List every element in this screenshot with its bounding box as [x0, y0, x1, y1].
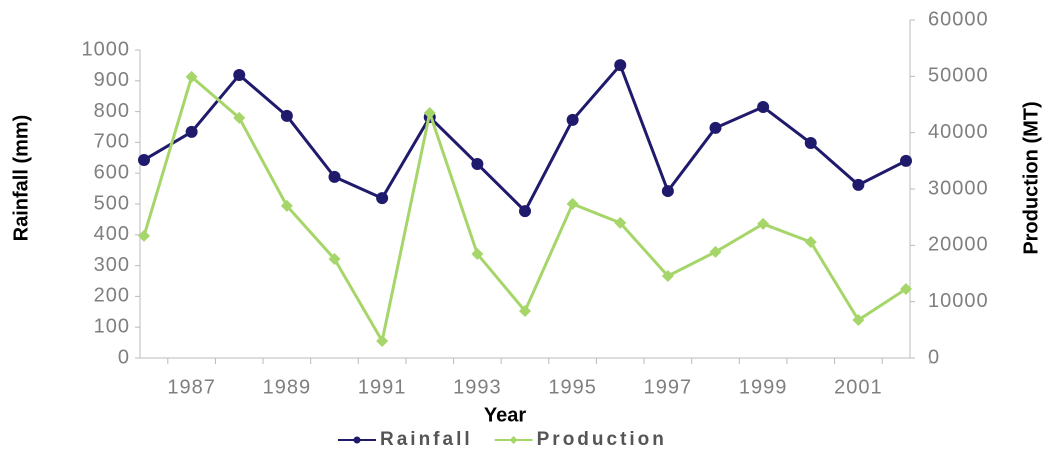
y-axis-title: Rainfall (mm)	[10, 115, 32, 242]
x-tick-label: 2001	[834, 376, 883, 398]
point	[852, 313, 865, 326]
y2-tick-label: 20000	[928, 234, 989, 256]
y-tick-label: 700	[94, 131, 130, 153]
point	[233, 68, 246, 81]
point	[757, 100, 770, 113]
point	[661, 185, 674, 198]
point	[709, 245, 722, 258]
y-tick-label: 300	[94, 254, 130, 276]
point	[138, 229, 150, 242]
y2-tick-label: 40000	[928, 121, 989, 143]
x-tick-label: 1989	[263, 376, 312, 398]
point	[471, 157, 484, 170]
point	[519, 304, 531, 317]
y-tick-label: 200	[94, 285, 130, 307]
point	[376, 192, 389, 205]
x-tick-label: 1997	[644, 376, 693, 398]
point	[804, 235, 817, 248]
point	[138, 153, 150, 166]
y2-tick-label: 10000	[928, 290, 989, 312]
x-tick-label: 1999	[739, 376, 788, 398]
y-tick-label: 100	[94, 315, 130, 337]
legend-label: Production	[537, 429, 667, 450]
legend-label: Rainfall	[380, 429, 473, 450]
x-tick-label: 1987	[167, 376, 216, 398]
y-tick-label: 400	[94, 223, 130, 245]
point	[661, 269, 674, 282]
point	[328, 252, 341, 265]
x-axis-title: Year	[484, 404, 526, 426]
y-tick-label: 800	[94, 100, 130, 122]
point	[233, 111, 246, 124]
y2-tick-label: 50000	[928, 65, 989, 87]
x-tick-label: 1991	[358, 376, 407, 398]
point	[328, 170, 341, 183]
y-tick-label: 600	[94, 161, 130, 183]
point	[280, 199, 293, 212]
legend-marker	[509, 436, 518, 444]
y2-axis-title: Production (MT)	[1020, 101, 1042, 254]
series-line	[143, 62, 907, 214]
point	[376, 334, 389, 347]
x-tick-label: 1995	[548, 376, 597, 398]
y-tick-label: 0	[118, 346, 130, 368]
point	[185, 70, 198, 83]
point	[614, 216, 627, 229]
point	[852, 178, 865, 191]
point	[900, 282, 912, 295]
point	[614, 59, 627, 72]
point	[566, 113, 579, 126]
point	[519, 205, 531, 218]
point	[757, 217, 770, 230]
point	[185, 125, 198, 138]
y2-tick-label: 60000	[928, 8, 989, 30]
y2-tick-label: 30000	[928, 177, 989, 199]
point	[804, 137, 817, 150]
y-tick-label: 1000	[82, 38, 131, 60]
point	[471, 247, 484, 260]
point	[900, 154, 912, 167]
legend-marker	[353, 436, 361, 444]
point	[709, 121, 722, 134]
point	[280, 109, 293, 122]
y-tick-label: 500	[94, 192, 130, 214]
point	[566, 197, 579, 210]
y-tick-label: 900	[94, 69, 130, 91]
point	[423, 106, 436, 119]
y2-tick-label: 0	[928, 346, 940, 368]
x-tick-label: 1993	[453, 376, 502, 398]
